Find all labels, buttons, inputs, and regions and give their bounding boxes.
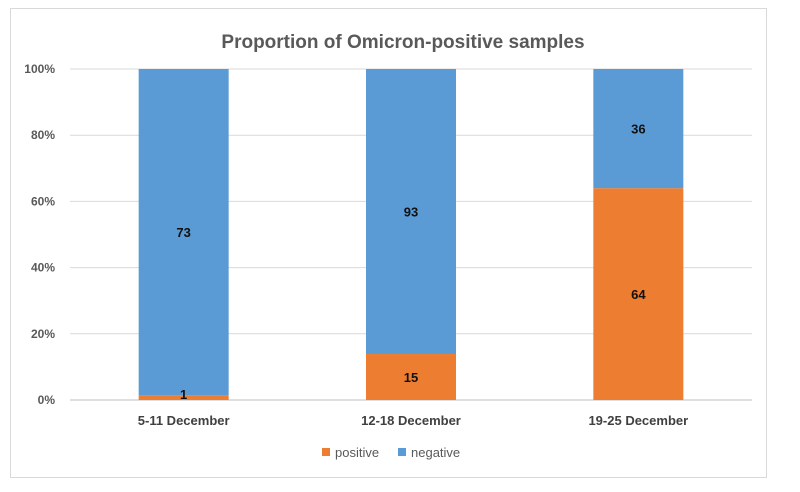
legend: positive negative <box>322 445 460 460</box>
data-labels: 1 73 15 93 64 36 <box>176 122 646 402</box>
data-label-negative: 36 <box>631 122 645 137</box>
legend-label-negative: negative <box>411 445 460 460</box>
bars <box>138 69 684 400</box>
y-axis: 0% 20% 40% 60% 80% 100% <box>24 62 55 407</box>
x-tick-label: 5-11 December <box>138 413 230 428</box>
legend-label-positive: positive <box>335 445 379 460</box>
data-label-positive: 1 <box>180 387 187 402</box>
legend-swatch-negative <box>398 448 406 456</box>
x-axis: 5-11 December 12-18 December 19-25 Decembe… <box>138 413 688 428</box>
bar-negative <box>593 69 684 189</box>
y-tick-label: 40% <box>31 261 55 275</box>
data-label-negative: 73 <box>176 225 190 240</box>
bar-positive <box>593 188 684 400</box>
y-tick-label: 60% <box>31 194 55 208</box>
bar-negative <box>366 69 456 354</box>
y-tick-label: 80% <box>31 128 55 142</box>
chart-title: Proportion of Omicron-positive samples <box>221 32 584 53</box>
y-tick-label: 100% <box>24 62 55 76</box>
x-tick-label: 12-18 December <box>361 413 461 428</box>
y-tick-label: 20% <box>31 327 55 341</box>
bar-positive <box>138 395 229 400</box>
x-tick-label: 19-25 December <box>588 413 688 428</box>
data-label-negative: 93 <box>404 204 418 219</box>
legend-swatch-positive <box>322 448 330 456</box>
bar-negative <box>138 69 229 396</box>
bar-positive <box>366 353 456 400</box>
data-label-positive: 64 <box>631 287 646 302</box>
y-tick-label: 0% <box>38 393 56 407</box>
data-label-positive: 15 <box>404 370 418 385</box>
